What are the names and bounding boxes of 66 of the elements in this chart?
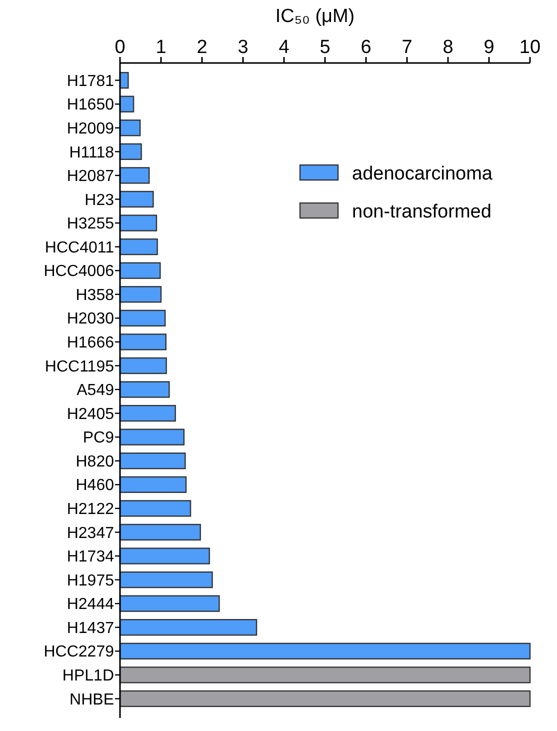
x-tick-label: 3 xyxy=(238,37,248,58)
x-axis-title: IC₅₀ (μM) xyxy=(275,6,355,27)
x-tick-label: 6 xyxy=(360,37,372,58)
y-tick-label: H2009 xyxy=(66,120,114,138)
x-tick-label: 8 xyxy=(442,37,454,58)
bar xyxy=(119,167,150,184)
x-tick-label: 2 xyxy=(196,37,208,58)
y-tick-label: H1118 xyxy=(69,144,114,162)
bar xyxy=(119,120,141,136)
y-tick-label: NHBE xyxy=(70,691,114,708)
x-tick-label: 7 xyxy=(402,37,412,58)
y-tick-label: HCC1195 xyxy=(44,358,114,376)
bar xyxy=(119,500,192,517)
bar xyxy=(119,476,187,493)
y-tick-label: H1666 xyxy=(66,334,114,352)
y-tick-label: PC9 xyxy=(82,430,114,447)
y-tick-label: HCC4006 xyxy=(44,263,114,280)
legend-label: adenocarcinoma xyxy=(352,164,493,185)
y-tick-label: H1437 xyxy=(66,620,114,637)
bar xyxy=(119,262,161,279)
y-tick-label: H358 xyxy=(76,286,114,304)
y-tick-label: H2122 xyxy=(66,501,114,518)
y-tick-label: A549 xyxy=(76,382,114,400)
y-tick-label: H2347 xyxy=(66,524,114,542)
y-tick-label: H1734 xyxy=(66,548,114,566)
y-tick-label: H820 xyxy=(76,453,114,470)
y-tick-label: H2030 xyxy=(66,310,114,328)
bar xyxy=(119,571,213,588)
bar xyxy=(119,143,142,160)
x-tick-label: 10 xyxy=(519,37,541,58)
x-tick-label: 1 xyxy=(156,37,166,58)
y-tick-label: H2444 xyxy=(66,596,114,614)
bar xyxy=(119,452,186,470)
bar xyxy=(119,334,167,350)
y-tick-label: H1650 xyxy=(66,96,114,114)
bar xyxy=(119,428,185,446)
bar xyxy=(119,548,210,564)
bar xyxy=(119,214,158,232)
y-tick-label: H1975 xyxy=(66,572,114,590)
bar xyxy=(119,381,170,398)
y-tick-label: HPL1D xyxy=(62,668,114,685)
bar xyxy=(119,190,154,208)
bar xyxy=(119,524,201,541)
legend-label: non-transformed xyxy=(352,202,492,223)
x-tick-label: 9 xyxy=(484,37,494,58)
bar xyxy=(119,666,531,684)
bar xyxy=(119,238,158,256)
bar xyxy=(119,642,531,660)
y-tick-label: H2405 xyxy=(66,406,114,423)
y-tick-label: H1781 xyxy=(66,72,114,90)
bar xyxy=(119,619,258,636)
bar xyxy=(119,690,531,708)
x-tick-label: 4 xyxy=(278,37,290,58)
bar xyxy=(119,595,220,612)
bar xyxy=(119,310,166,326)
y-tick-label: H3255 xyxy=(66,216,114,233)
bar xyxy=(119,404,176,422)
y-tick-label: HCC2279 xyxy=(44,644,114,661)
y-tick-label: H2087 xyxy=(66,168,114,186)
bar xyxy=(119,357,167,374)
y-tick-label: H460 xyxy=(76,477,114,494)
y-tick-label: H23 xyxy=(84,192,114,209)
y-tick-label: HCC4011 xyxy=(44,239,114,256)
x-tick-label: 5 xyxy=(320,37,330,58)
bar xyxy=(119,286,162,303)
x-tick-label: 0 xyxy=(114,37,126,58)
